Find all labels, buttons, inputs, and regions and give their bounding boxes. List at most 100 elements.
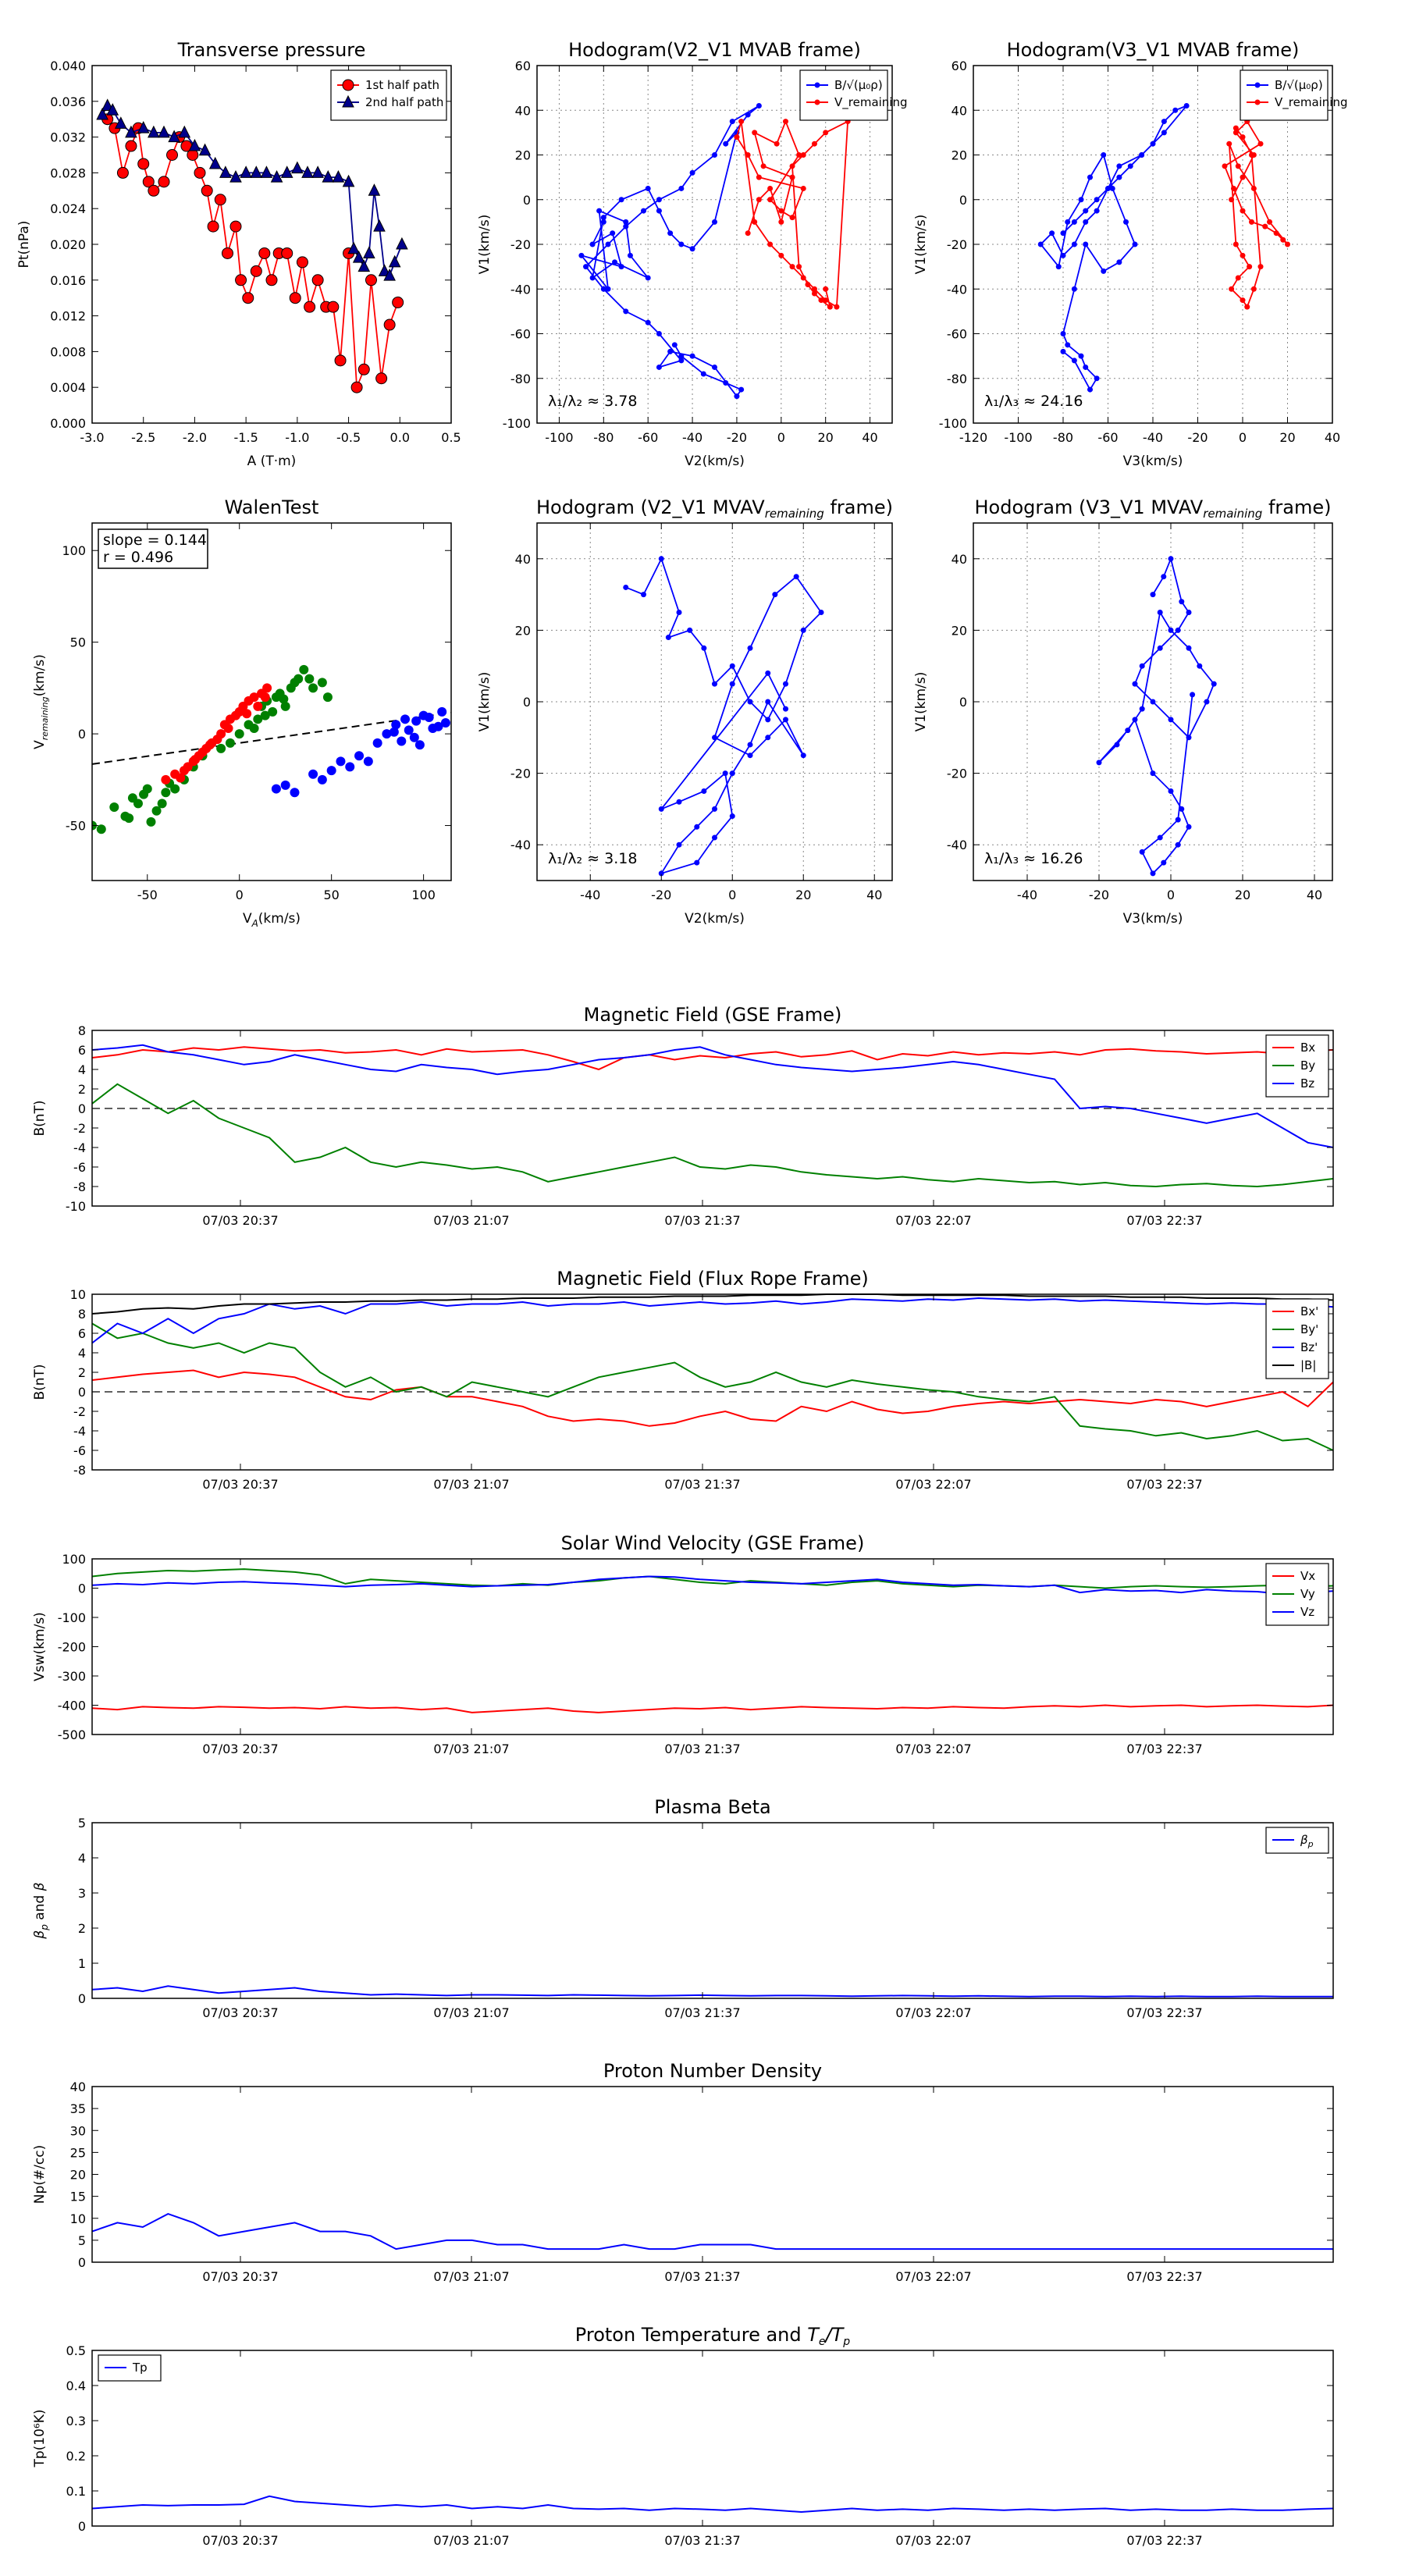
y-axis-label: Tp(10⁶K) [32, 2409, 48, 2467]
plot-area [1037, 103, 1290, 393]
x-tick-label: 07/03 22:37 [1126, 2533, 1202, 2548]
data-point [242, 709, 252, 719]
data-point [1060, 230, 1066, 237]
data-point [1232, 125, 1239, 131]
data-point [811, 286, 817, 292]
data-point [373, 219, 386, 232]
x-tick-label: 07/03 22:07 [895, 2005, 971, 2020]
y-tick-label: 0.012 [50, 309, 86, 324]
data-point [166, 149, 179, 161]
x-tick-label: -40 [682, 430, 702, 445]
data-point [1071, 358, 1077, 364]
y-tick-label: 0 [523, 695, 531, 710]
x-tick-label: 40 [1307, 888, 1322, 902]
y-tick-label: 4 [78, 1062, 86, 1077]
data-point [1179, 806, 1185, 812]
data-point [665, 635, 671, 641]
data-point [1232, 241, 1239, 247]
x-tick-label: 07/03 22:07 [895, 2269, 971, 2284]
series-line-1 [91, 2213, 1333, 2250]
data-point [729, 770, 735, 777]
x-tick-label: 0 [728, 888, 736, 902]
chart-title: Hodogram(V3_V1 MVAB frame) [1007, 39, 1300, 61]
x-tick-label: 0 [1167, 888, 1175, 902]
data-point [249, 724, 259, 734]
data-point [612, 259, 618, 265]
y-tick-label: 60 [951, 59, 967, 73]
y-axis-label: V1(km/s) [477, 672, 493, 732]
data-point [765, 699, 771, 705]
data-point [1175, 627, 1181, 633]
data-point [818, 610, 824, 615]
x-tick-label: 07/03 21:37 [664, 2533, 740, 2548]
stats-box [98, 528, 208, 569]
data-point [1186, 610, 1192, 615]
x-tick-label: 07/03 21:37 [664, 1213, 740, 1228]
series-1 [623, 556, 824, 877]
y-tick-label: 40 [515, 552, 531, 567]
data-point [676, 799, 682, 805]
legend-label: |B| [1300, 1358, 1316, 1372]
legend-label: Bx' [1300, 1304, 1318, 1318]
data-point [734, 393, 740, 400]
data-point [336, 756, 346, 767]
data-point [1250, 185, 1257, 191]
data-point [279, 694, 289, 704]
series-line [1223, 120, 1289, 309]
data-point [712, 364, 717, 370]
data-point [1168, 788, 1174, 794]
chart-title: Hodogram (V3_V1 MVAVremaining frame) [975, 496, 1332, 521]
data-point [694, 824, 700, 830]
data-point [308, 769, 318, 779]
data-point [1132, 241, 1138, 247]
eigenvalue-ratio: λ₁/λ₃ ≈ 24.16 [984, 393, 1083, 410]
x-tick-label: -60 [1097, 430, 1118, 445]
data-point [778, 219, 784, 225]
data-point [1114, 742, 1120, 748]
data-point [694, 859, 700, 866]
y-tick-label: -2 [73, 1121, 86, 1136]
data-point [383, 318, 396, 331]
legend-marker [814, 82, 820, 88]
eigenvalue-ratio: λ₁/λ₃ ≈ 16.26 [984, 850, 1083, 867]
data-point [280, 780, 290, 790]
series-1 [101, 113, 404, 393]
data-point [260, 710, 270, 720]
y-tick-label: 0.028 [50, 165, 86, 180]
y-tick-label: 100 [62, 1552, 86, 1567]
data-point [311, 274, 324, 286]
data-point [133, 799, 143, 809]
data-point [1087, 386, 1093, 393]
legend-label: B/√(μ₀ρ) [834, 78, 883, 92]
data-point [676, 841, 682, 848]
chart-solar_wind_velocity: 07/03 20:37 07/03 21:07 07/03 21:37 07/03 2… [32, 1532, 1334, 1756]
y-tick-label: 100 [62, 543, 86, 558]
data-point [712, 152, 717, 158]
data-point [265, 274, 278, 286]
data-point [188, 138, 201, 151]
data-point [1262, 223, 1268, 229]
x-tick-label: 07/03 22:37 [1126, 1477, 1202, 1492]
data-point [1168, 717, 1174, 723]
data-point [800, 152, 806, 158]
data-point [352, 251, 365, 263]
data-point [600, 215, 606, 221]
y-axis-label: βp and β [32, 1882, 50, 1939]
data-point [678, 353, 685, 359]
x-axis-label: V2(km/s) [685, 454, 745, 469]
eigenvalue-ratio: λ₁/λ₂ ≈ 3.78 [548, 393, 637, 410]
data-point [1109, 185, 1115, 191]
x-axis-label: V3(km/s) [1123, 911, 1183, 927]
data-point [1083, 241, 1089, 247]
x-axis-label: V3(km/s) [1123, 454, 1183, 469]
data-point [745, 112, 751, 118]
data-point [1240, 134, 1246, 141]
x-tick-label: 07/03 21:07 [433, 1213, 509, 1228]
data-point [253, 714, 263, 724]
legend-label: Bx [1300, 1041, 1315, 1055]
data-point [388, 254, 401, 268]
data-point [437, 706, 447, 717]
data-point [158, 125, 170, 138]
data-point [700, 371, 706, 377]
